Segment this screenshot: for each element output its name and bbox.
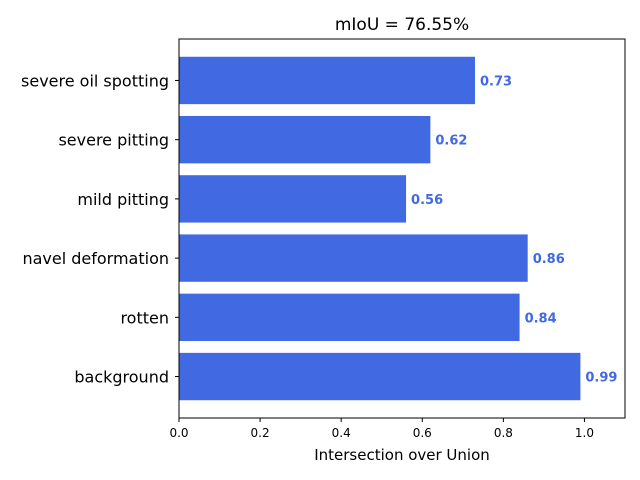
y-tick-label: rotten: [120, 308, 169, 327]
y-tick-label: mild pitting: [77, 190, 169, 209]
y-tick-label: navel deformation: [22, 249, 169, 268]
value-label: 0.84: [525, 311, 557, 326]
x-tick-label: 0.6: [413, 426, 432, 440]
x-tick-label: 0.0: [169, 426, 188, 440]
bar-rotten: [179, 293, 520, 342]
bar-severe-oil-spotting: [179, 56, 475, 105]
y-tick-label: background: [74, 368, 169, 387]
value-label: 0.73: [480, 74, 512, 89]
x-tick-label: 1.0: [575, 426, 594, 440]
value-label: 0.62: [435, 134, 467, 149]
bar-background: [179, 352, 581, 401]
value-label: 0.56: [411, 193, 443, 208]
x-axis-label: Intersection over Union: [314, 446, 490, 464]
value-label: 0.99: [585, 371, 617, 386]
y-tick-label: severe pitting: [58, 131, 169, 150]
y-tick-label: severe oil spotting: [21, 71, 169, 90]
bar-mild-pitting: [179, 175, 407, 223]
x-tick-label: 0.8: [494, 426, 513, 440]
axes-frame: [178, 38, 626, 419]
bar-severe-pitting: [179, 115, 431, 164]
bar-navel-deformation: [179, 234, 528, 282]
x-tick-label: 0.2: [251, 426, 270, 440]
x-tick-label: 0.4: [332, 426, 351, 440]
chart-title: mIoU = 76.55%: [335, 15, 469, 35]
plot-area: 0.99 background 0.84 rotten 0.86 navel deform…: [21, 56, 617, 440]
value-label: 0.86: [533, 252, 565, 267]
